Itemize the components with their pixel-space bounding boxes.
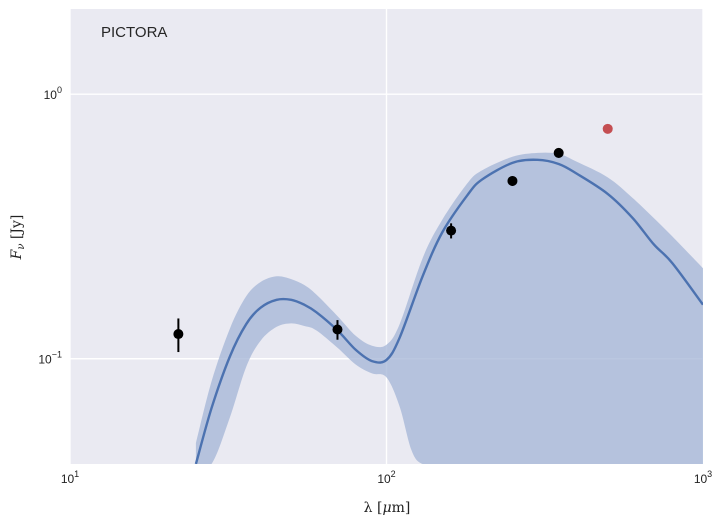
x-tick-label-base: 10 bbox=[61, 472, 75, 486]
x-tick-label-exponent: 3 bbox=[707, 469, 712, 479]
model-curve bbox=[194, 158, 703, 464]
object-name-annotation: PICTORA bbox=[101, 24, 167, 41]
x-tick-label: 103 bbox=[694, 469, 712, 486]
data-points-group bbox=[173, 123, 613, 353]
x-tick-label: 101 bbox=[61, 469, 79, 486]
x-axis-label-greek: μ bbox=[382, 500, 391, 516]
data-point bbox=[332, 324, 343, 335]
y-axis-label-main: F bbox=[9, 248, 25, 260]
y-tick-label-base: 10 bbox=[44, 88, 58, 102]
uncertainty-band-group bbox=[195, 152, 703, 464]
y-tick-label-exponent: −1 bbox=[52, 350, 62, 360]
x-tick-label-exponent: 2 bbox=[391, 469, 396, 479]
x-tick-label-exponent: 1 bbox=[74, 469, 79, 479]
extra-data-point bbox=[602, 123, 613, 134]
data-point bbox=[446, 225, 457, 236]
y-tick-label-base: 10 bbox=[38, 353, 52, 367]
x-tick-label-base: 10 bbox=[694, 472, 708, 486]
x-axis-label-unit: m] bbox=[392, 500, 411, 516]
model-curve-group bbox=[194, 158, 703, 464]
y-tick-label: 10−1 bbox=[38, 350, 62, 367]
y-tick-label-exponent: 0 bbox=[57, 85, 62, 95]
data-point bbox=[173, 329, 184, 340]
uncertainty-band bbox=[195, 152, 703, 464]
y-axis-label: Fν [Jy] bbox=[9, 215, 27, 261]
x-tick-label: 102 bbox=[377, 469, 395, 486]
x-axis-label: λ [μm] bbox=[364, 500, 411, 516]
y-axis-label-sub: ν bbox=[16, 244, 27, 250]
data-point bbox=[507, 175, 518, 186]
data-point bbox=[553, 147, 564, 158]
y-axis-label-unit: [Jy] bbox=[9, 215, 25, 244]
x-axis-label-main: λ [ bbox=[364, 500, 383, 516]
x-tick-label-base: 10 bbox=[377, 472, 391, 486]
y-tick-label: 100 bbox=[44, 85, 62, 102]
